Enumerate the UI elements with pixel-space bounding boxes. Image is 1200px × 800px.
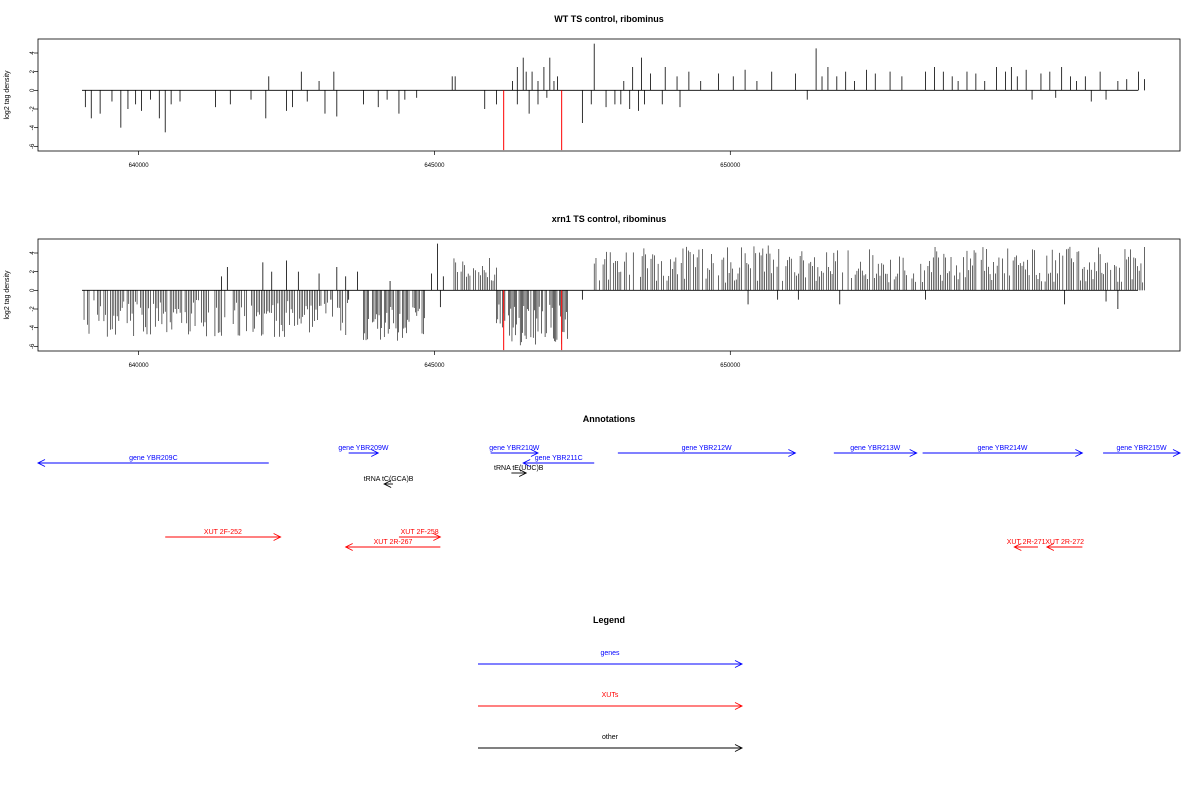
- xut-arrow-head-icon: [433, 533, 442, 541]
- xut-arrow-head-icon: [344, 543, 353, 551]
- xrn1-y-tick-label: 4: [30, 251, 36, 255]
- gene-label: gene YBR214W: [977, 445, 1027, 452]
- gene-label: gene YBR209W: [338, 445, 388, 452]
- wt-density-panel: WT TS control, ribominus log2 tag densit…: [4, 14, 1181, 169]
- gene-feature: gene YBR212W: [617, 445, 797, 457]
- other-label: tRNA tC(GCA)B: [364, 476, 414, 483]
- xrn1-y-tick-label: -2: [30, 306, 36, 312]
- xrn1-y-tick-label: 2: [30, 269, 36, 273]
- xut-feature: XUT 2F-252: [165, 529, 282, 541]
- xrn1-density-panel: xrn1 TS control, ribominus log2 tag dens…: [4, 214, 1181, 369]
- other-arrow-head-icon: [383, 480, 392, 488]
- xut-feature: XUT 2R-271: [1007, 539, 1046, 551]
- xrn1-y-tick-label: 0: [30, 288, 36, 292]
- gene-feature: gene YBR211C: [522, 455, 595, 467]
- wt-y-axis-label: log2 tag density: [4, 70, 11, 120]
- xrn1-bars: [82, 243, 1145, 351]
- other-label: tRNA tE(UUC)B: [494, 465, 544, 472]
- gene-arrow-head-icon: [530, 449, 540, 457]
- legend-entry: XUTs: [478, 692, 744, 710]
- legend-entry: other: [478, 734, 744, 752]
- gene-arrow-head-icon: [371, 449, 380, 457]
- xrn1-x-tick-label: 640000: [129, 363, 150, 369]
- xrn1-plot-frame: [37, 238, 1181, 352]
- gene-arrow-head-icon: [1075, 449, 1084, 457]
- legend-panel: Legend genes XUTs other: [478, 615, 744, 752]
- gene-feature: gene YBR209W: [338, 445, 389, 457]
- xrn1-x-tick-label: 645000: [424, 363, 445, 369]
- xut-label: XUT 2R-271: [1007, 539, 1046, 546]
- xut-label: XUT 2R-272: [1045, 539, 1084, 546]
- wt-x-tick-label: 645000: [424, 163, 445, 169]
- wt-y-tick-label: -2: [30, 106, 36, 112]
- other-arrow-head-icon: [518, 469, 528, 477]
- xrn1-y-tick-label: -6: [30, 343, 36, 349]
- xut-feature: XUT 2R-272: [1045, 539, 1084, 551]
- xrn1-panel-title: xrn1 TS control, ribominus: [552, 214, 667, 224]
- legend-label: other: [602, 734, 619, 741]
- annotation-tracks: gene YBR209C gene YBR209W gene YBR210W gene…: [36, 445, 1182, 551]
- gene-arrow-head-icon: [36, 459, 46, 467]
- xrn1-axes: 4 2 0 -2 -4 -6 640000 645000 650000: [30, 251, 741, 369]
- wt-axes: 4 2 0 -2 -4 -6 640000 645000 650000: [30, 51, 741, 169]
- legend-arrow-head-icon: [734, 744, 744, 752]
- wt-y-tick-label: -4: [30, 124, 36, 130]
- xrn1-y-axis-label: log2 tag density: [4, 270, 11, 320]
- gene-label: gene YBR210W: [489, 445, 539, 452]
- xut-label: XUT 2F-252: [204, 529, 242, 536]
- gene-arrow-head-icon: [788, 449, 797, 457]
- gene-arrow-head-icon: [909, 449, 918, 457]
- wt-y-tick-label: 0: [30, 88, 36, 92]
- wt-bars: [82, 43, 1145, 151]
- wt-x-tick-label: 650000: [720, 163, 741, 169]
- wt-y-tick-label: 2: [30, 69, 36, 73]
- xut-arrow-head-icon: [273, 533, 282, 541]
- gene-label: gene YBR212W: [682, 445, 732, 452]
- other-feature: tRNA tC(GCA)B: [364, 476, 414, 488]
- xut-feature: XUT 2F-258: [398, 529, 442, 541]
- legend-arrow-head-icon: [734, 702, 744, 710]
- annotations-title: Annotations: [583, 414, 636, 424]
- legend-title: Legend: [593, 615, 625, 625]
- xrn1-y-tick-label: -4: [30, 324, 36, 330]
- gene-feature: gene YBR215W: [1103, 445, 1182, 457]
- gene-arrow-head-icon: [522, 459, 531, 467]
- xut-arrow-head-icon: [1045, 543, 1055, 551]
- gene-label: gene YBR213W: [850, 445, 900, 452]
- gene-arrow-head-icon: [1172, 449, 1182, 457]
- gene-feature: gene YBR210W: [489, 445, 540, 457]
- gene-feature: gene YBR209C: [36, 455, 269, 467]
- wt-x-tick-label: 640000: [129, 163, 150, 169]
- other-feature: tRNA tE(UUC)B: [494, 465, 544, 477]
- wt-plot-frame: [37, 38, 1181, 152]
- legend-label: XUTs: [602, 692, 619, 699]
- gene-feature: gene YBR213W: [833, 445, 918, 457]
- wt-y-tick-label: 4: [30, 51, 36, 55]
- xut-feature: XUT 2R-267: [344, 539, 441, 551]
- gene-label: gene YBR209C: [129, 455, 178, 462]
- gene-label: gene YBR211C: [535, 455, 583, 462]
- legend-arrow-head-icon: [734, 660, 744, 668]
- legend-entry: genes: [478, 650, 744, 668]
- wt-panel-title: WT TS control, ribominus: [554, 14, 664, 24]
- xut-label: XUT 2F-258: [401, 529, 439, 536]
- gene-label: gene YBR215W: [1116, 445, 1166, 452]
- xut-arrow-head-icon: [1013, 543, 1022, 551]
- xut-label: XUT 2R-267: [374, 539, 413, 546]
- legend-label: genes: [600, 650, 620, 657]
- xrn1-x-tick-label: 650000: [720, 363, 741, 369]
- wt-y-tick-label: -6: [30, 143, 36, 149]
- legend-entries: genes XUTs other: [478, 650, 744, 752]
- gene-feature: gene YBR214W: [922, 445, 1084, 457]
